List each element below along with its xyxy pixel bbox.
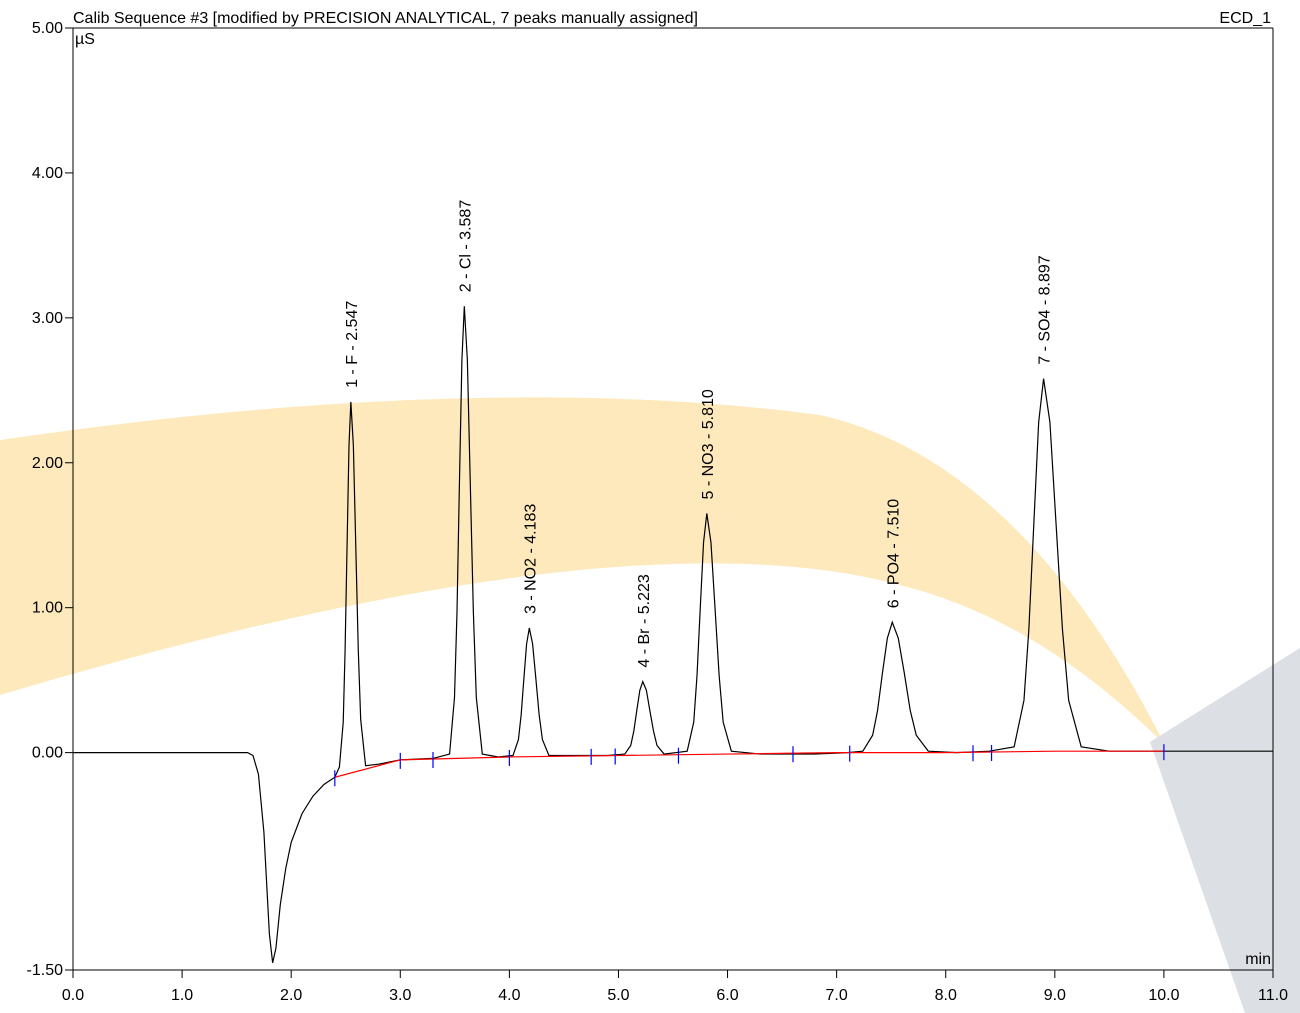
peak-label: 1 - F - 2.547 [344, 301, 361, 388]
x-axis-label: min [1245, 951, 1271, 968]
y-tick-label: 2.00 [32, 455, 63, 472]
x-tick-label: 11.0 [1258, 987, 1288, 1004]
peak-label: 6 - PO4 - 7.510 [885, 499, 902, 608]
y-tick-label: 3.00 [32, 310, 63, 327]
y-axis-label: µS [75, 31, 95, 48]
peak-label: 2 - Cl - 3.587 [457, 200, 474, 293]
x-tick-label: 7.0 [826, 987, 848, 1004]
chart-title: Calib Sequence #3 [modified by PRECISION… [73, 10, 698, 27]
y-tick-label: -1.50 [27, 962, 64, 979]
y-tick-label: 4.00 [32, 165, 63, 182]
peak-label: 5 - NO3 - 5.810 [700, 389, 717, 499]
y-tick-label: 1.00 [32, 600, 63, 617]
x-tick-label: 8.0 [935, 987, 957, 1004]
x-tick-label: 1.0 [171, 987, 193, 1004]
y-tick-label: 0.00 [32, 745, 63, 762]
baseline [334, 750, 1164, 778]
channel-label: ECD_1 [1219, 10, 1271, 27]
peak-label: 4 - Br - 5.223 [636, 574, 653, 667]
peak-label: 3 - NO2 - 4.183 [522, 504, 539, 614]
watermark-arc [0, 397, 1165, 745]
x-tick-label: 6.0 [716, 987, 738, 1004]
x-tick-label: 10.0 [1148, 987, 1179, 1004]
peak-label: 7 - SO4 - 8.897 [1037, 255, 1054, 364]
x-tick-label: 3.0 [389, 987, 411, 1004]
x-tick-label: 4.0 [498, 987, 520, 1004]
x-tick-label: 2.0 [280, 987, 302, 1004]
watermark-wedge [1150, 648, 1300, 1013]
x-tick-label: 9.0 [1044, 987, 1066, 1004]
x-tick-label: 5.0 [607, 987, 629, 1004]
y-tick-label: 5.00 [32, 20, 63, 37]
x-tick-label: 0.0 [62, 987, 84, 1004]
